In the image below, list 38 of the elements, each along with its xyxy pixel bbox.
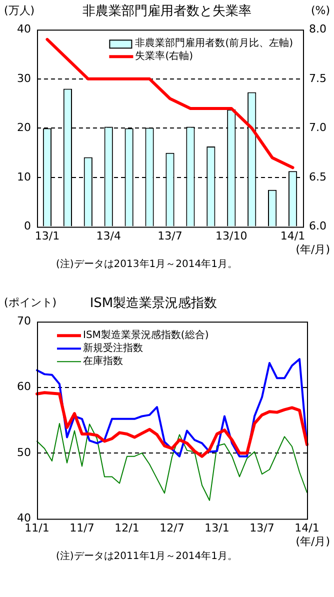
x-tick-label: 13/10 xyxy=(216,229,248,242)
x-tick-label: 14/1 xyxy=(294,521,320,534)
y-tick-label: 60 xyxy=(17,380,31,394)
y2-tick-label: 8.0 xyxy=(309,22,326,36)
x-tick-label: 13/7 xyxy=(250,521,274,534)
y2-tick-label: 6.5 xyxy=(309,170,326,184)
x-axis-title: (年/月) xyxy=(296,242,330,256)
x-tick-label: 12/7 xyxy=(160,521,184,534)
x-tick-label: 13/4 xyxy=(96,229,121,242)
x-tick-label: 13/7 xyxy=(158,229,182,242)
legend-label: 非農業部門雇用者数(前月比、左軸) xyxy=(135,37,294,50)
x-axis-title: (年/月) xyxy=(296,534,330,548)
chart-title: ISM製造業景況感指数 xyxy=(90,296,218,312)
x-tick-label: 11/7 xyxy=(70,521,94,534)
legend-label: 失業率(右軸) xyxy=(135,50,194,62)
y-axis-title: (ポイント) xyxy=(4,296,57,309)
x-tick-label: 12/1 xyxy=(114,521,140,534)
text: (注)データは2011年1月～2014年1月。 xyxy=(56,550,238,563)
y2-tick-label: 7.5 xyxy=(309,72,326,85)
chart-title: 非農業部門雇用者数と失業率 xyxy=(82,3,252,20)
y2-tick-label: 7.0 xyxy=(309,121,326,134)
x-tick-label: 14/1 xyxy=(280,229,306,242)
legend-label: 在庫指数 xyxy=(83,355,123,368)
y-tick-label: 20 xyxy=(17,121,31,134)
y-tick-label: 70 xyxy=(17,314,31,328)
text: (注)データは2013年1月～2014年1月。 xyxy=(56,258,238,271)
y-tick-label: 10 xyxy=(17,170,31,184)
y-axis-title: (万人) xyxy=(4,4,35,17)
legend-label: 新規受注指数 xyxy=(83,342,143,354)
x-tick-label: 13/1 xyxy=(204,521,230,534)
y2-axis-title: (%) xyxy=(310,4,330,17)
y2-tick-label: 6.0 xyxy=(309,220,326,233)
y-tick-label: 40 xyxy=(17,22,31,36)
x-tick-label: 13/1 xyxy=(34,229,60,242)
y-tick-label: 50 xyxy=(17,446,31,459)
y-tick-label: 30 xyxy=(17,72,31,85)
y-tick-label: 0 xyxy=(24,220,31,233)
legend-label: ISM製造業景況感指数(総合) xyxy=(83,329,209,342)
